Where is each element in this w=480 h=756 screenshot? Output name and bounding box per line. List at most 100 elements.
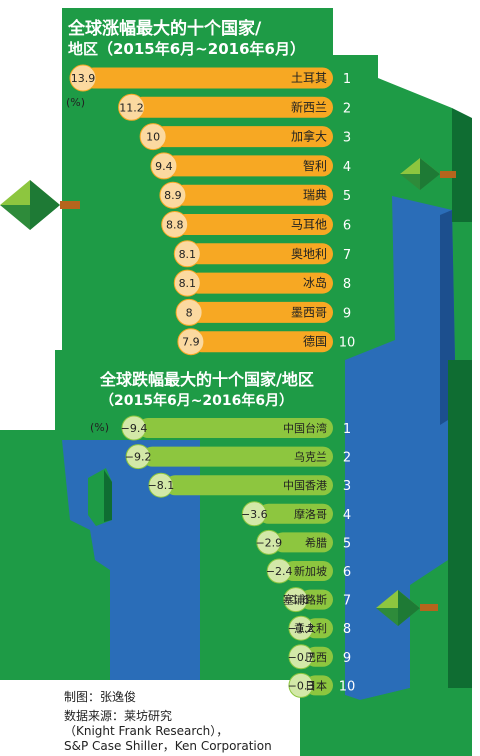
rise-value-label: 10	[146, 131, 160, 144]
rise-value-bubble	[175, 298, 203, 326]
fall-chart-title-line2: （2015年6月~2016年6月）	[100, 393, 294, 409]
rise-chart-title-line2: 地区（2015年6月~2016年6月）	[68, 40, 305, 58]
rise-rank-label: 6	[343, 219, 351, 234]
rise-value-bubble	[159, 181, 187, 209]
fall-rank-label: 7	[343, 594, 351, 609]
rise-value-label: 8	[186, 306, 193, 319]
fall-value-bubble	[256, 529, 282, 555]
fall-value-label: −0.3	[288, 679, 315, 692]
rise-category-label: 加拿大	[291, 129, 327, 144]
rise-bar	[172, 184, 333, 206]
rise-rank-label: 4	[343, 160, 351, 175]
tree-icon-left	[0, 180, 80, 230]
rise-rank-label: 3	[343, 131, 351, 146]
rise-bar	[131, 96, 333, 118]
fall-value-label: −2.4	[266, 565, 293, 578]
fall-rank-label: 2	[343, 451, 351, 466]
rise-category-label: 马耳他	[291, 218, 327, 232]
fall-category-label: 希腊	[305, 535, 327, 549]
tree-icon-top-right	[400, 158, 456, 190]
fall-value-bubble	[266, 558, 292, 584]
rise-bar	[190, 331, 333, 353]
fall-value-bubble	[241, 501, 267, 527]
rise-value-label: 7.9	[182, 336, 200, 349]
fall-value-label: −8.1	[148, 479, 175, 492]
fall-chart-title-line1: 全球跌幅最大的十个国家/地区	[100, 370, 314, 389]
rise-bar	[174, 214, 333, 235]
fall-category-label: 中国香港	[283, 479, 327, 492]
fall-category-label: 意大利	[294, 621, 327, 635]
fall-value-bubble	[283, 587, 309, 613]
fall-value-label: −1.6	[282, 594, 309, 607]
fall-value-bubble	[288, 615, 314, 641]
rise-rank-label: 9	[343, 306, 351, 321]
land-edge	[448, 360, 472, 756]
fall-rank-label: 3	[343, 479, 351, 494]
rise-value-label: 9.4	[155, 160, 173, 173]
rise-value-label: 13.9	[71, 72, 96, 85]
fall-value-label: −3.6	[241, 508, 268, 521]
fall-rank-label: 10	[339, 679, 356, 694]
rise-value-label: 11.2	[119, 101, 144, 114]
rise-rank-label: 8	[343, 277, 351, 292]
rise-value-bubble	[161, 211, 189, 238]
rise-category-label: 德国	[303, 334, 327, 349]
fall-rank-label: 9	[343, 651, 351, 666]
fall-category-label: 日本	[305, 678, 327, 692]
rise-category-label: 智利	[303, 158, 327, 173]
rise-value-label: 8.8	[166, 219, 184, 232]
rise-value-bubble	[150, 152, 178, 180]
fall-bar	[164, 475, 333, 496]
credit-source-line1: 数据来源：莱坊研究	[64, 709, 173, 723]
credit-maker: 制图：张逸俊	[64, 690, 137, 704]
fall-value-bubble	[288, 672, 314, 698]
rise-value-label: 8.1	[179, 277, 197, 290]
rise-value-label: 8.9	[164, 189, 182, 202]
island-left-shadow	[104, 470, 112, 522]
fall-bar	[138, 418, 333, 438]
fall-bar	[258, 503, 333, 524]
rise-rank-label: 5	[343, 189, 351, 204]
fall-rank-label: 1	[343, 422, 351, 437]
footer-panel	[0, 680, 300, 756]
rise-rank-label: 7	[343, 248, 351, 263]
rise-bar	[187, 272, 333, 294]
fall-rank-label: 4	[343, 508, 351, 523]
rise-bar	[163, 155, 333, 177]
fall-rank-label: 5	[343, 536, 351, 551]
fall-category-label: 乌克兰	[294, 450, 327, 464]
fall-bar	[299, 589, 333, 610]
rise-bar	[153, 126, 333, 148]
rise-value-bubble	[177, 328, 205, 356]
rise-value-label: 8.1	[179, 248, 197, 261]
fall-category-label: 新加坡	[294, 564, 327, 578]
fall-value-bubble	[121, 415, 147, 441]
rise-rank-label: 1	[343, 72, 351, 87]
rise-category-label: 新西兰	[291, 99, 327, 114]
fall-bar	[272, 532, 333, 553]
fall-value-bubble	[148, 472, 174, 498]
rise-category-label: 土耳其	[291, 71, 327, 85]
credit-source-line2: （Knight Frank Research），	[64, 724, 229, 738]
land-edge-top	[452, 108, 472, 222]
fall-value-label: −0.7	[288, 651, 315, 664]
rise-value-bubble	[139, 123, 167, 151]
blue-sea	[345, 196, 455, 700]
fall-value-bubble	[288, 644, 314, 670]
fall-value-label: −2.9	[255, 536, 282, 549]
rise-category-label: 瑞典	[303, 188, 327, 202]
sea-shadow	[440, 210, 455, 425]
rise-value-bubble	[69, 64, 97, 92]
fall-category-label: 中国台湾	[283, 421, 327, 435]
rise-chart-title-line1: 全球涨幅最大的十个国家/	[68, 19, 262, 39]
fall-bar	[142, 446, 333, 467]
rise-bar	[189, 301, 333, 323]
rise-value-bubble	[173, 240, 201, 268]
fall-category-label: 摩洛哥	[294, 507, 327, 521]
fall-unit-label: (%)	[90, 421, 110, 434]
rise-category-label: 奥地利	[291, 247, 327, 261]
rise-value-bubble	[173, 269, 201, 297]
